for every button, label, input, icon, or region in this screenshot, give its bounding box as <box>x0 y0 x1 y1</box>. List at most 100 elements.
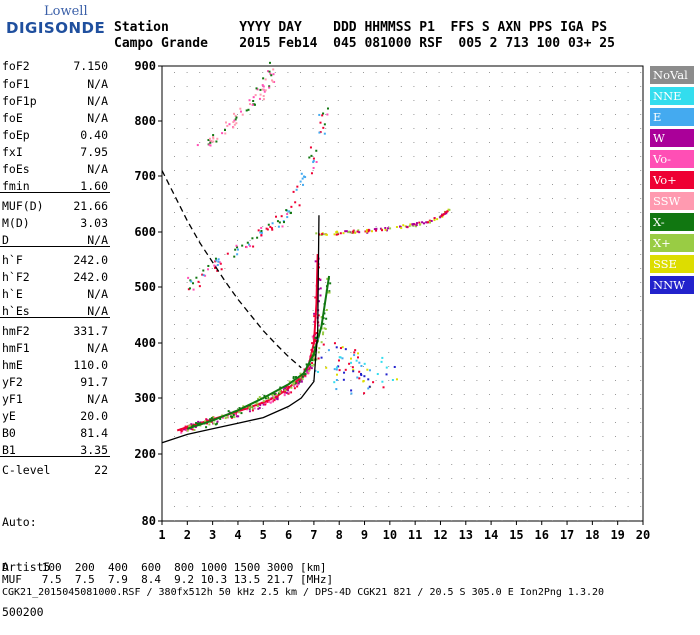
grid-dot <box>539 450 541 451</box>
grid-dot <box>174 184 175 185</box>
grid-dot <box>375 366 377 367</box>
grid-dot <box>602 226 604 227</box>
grid-dot <box>274 436 276 437</box>
grid-dot <box>463 464 465 465</box>
grid-dot <box>615 394 616 395</box>
grid-dot <box>400 86 402 87</box>
grid-dot <box>426 212 427 213</box>
data-point <box>357 356 360 359</box>
grid-dot <box>400 506 402 507</box>
data-point <box>367 230 370 233</box>
grid-dot <box>640 520 642 521</box>
data-point <box>234 248 237 251</box>
grid-dot <box>589 198 591 199</box>
grid-dot <box>476 128 478 129</box>
grid-dot <box>615 464 616 465</box>
data-point <box>350 231 353 234</box>
param-label: D <box>2 233 9 247</box>
data-point <box>248 406 251 409</box>
grid-dot <box>400 114 402 115</box>
data-point <box>335 379 338 382</box>
grid-dot <box>388 478 390 479</box>
data-point <box>360 364 363 367</box>
grid-dot <box>325 128 327 129</box>
grid-dot <box>451 240 453 241</box>
grid-dot <box>451 198 453 199</box>
data-point <box>312 157 315 160</box>
data-point <box>267 223 270 226</box>
grid-dot <box>375 352 377 353</box>
grid-dot <box>552 310 553 311</box>
grid-dot <box>300 324 301 325</box>
grid-dot <box>627 324 629 325</box>
grid-dot <box>350 170 352 171</box>
grid-dot <box>514 394 516 395</box>
data-point <box>336 231 339 234</box>
grid-dot <box>640 268 642 269</box>
grid-dot <box>363 352 364 353</box>
grid-dot <box>400 240 402 241</box>
polarization-legend: NoVal NNE E W Vo- Vo+ SSW X- X+ SSE NNW <box>650 66 694 297</box>
grid-dot <box>388 100 390 101</box>
data-point <box>436 218 439 221</box>
data-point <box>262 95 265 98</box>
grid-dot <box>451 520 453 521</box>
trace-line <box>176 253 319 432</box>
grid-dot <box>577 184 579 185</box>
data-point <box>257 229 260 232</box>
data-point <box>268 70 271 73</box>
grid-dot <box>552 324 553 325</box>
grid-dot <box>564 170 566 171</box>
grid-dot <box>489 352 490 353</box>
grid-dot <box>413 156 415 157</box>
grid-dot <box>526 324 528 325</box>
grid-dot <box>312 506 314 507</box>
grid-dot <box>375 226 377 227</box>
grid-dot <box>363 450 364 451</box>
data-point <box>367 228 370 231</box>
param-value: N/A <box>87 304 108 318</box>
grid-dot <box>552 254 553 255</box>
data-point <box>270 227 273 230</box>
grid-dot <box>564 254 566 255</box>
data-point <box>237 415 240 418</box>
grid-dot <box>552 100 553 101</box>
data-point <box>212 140 215 143</box>
grid-dot <box>274 114 276 115</box>
grid-dot <box>174 310 175 311</box>
grid-dot <box>426 310 427 311</box>
grid-dot <box>627 478 629 479</box>
footer-distance-row: D 100 200 400 600 800 1000 1500 3000 [km… <box>2 561 327 574</box>
grid-dot <box>388 422 390 423</box>
grid-dot <box>640 492 642 493</box>
data-point <box>366 368 369 371</box>
grid-dot <box>224 128 226 129</box>
grid-dot <box>249 506 251 507</box>
grid-dot <box>627 422 629 423</box>
grid-dot <box>501 114 503 115</box>
param-label: MUF(D) <box>2 199 44 213</box>
grid-dot <box>514 156 516 157</box>
grid-dot <box>426 422 427 423</box>
data-point <box>221 416 224 419</box>
grid-dot <box>602 72 604 73</box>
data-point <box>232 120 235 123</box>
grid-dot <box>211 478 213 479</box>
grid-dot <box>564 128 566 129</box>
grid-dot <box>426 72 427 73</box>
data-point <box>292 190 295 193</box>
grid-dot <box>476 506 478 507</box>
data-point <box>381 356 384 359</box>
grid-dot <box>388 394 390 395</box>
grid-dot <box>451 338 453 339</box>
legend-item: X+ <box>650 234 694 252</box>
grid-dot <box>312 254 314 255</box>
data-point <box>275 397 278 400</box>
grid-dot <box>501 268 503 269</box>
grid-dot <box>602 394 604 395</box>
grid-dot <box>539 212 541 213</box>
data-point <box>311 364 314 367</box>
data-point <box>267 70 270 73</box>
grid-dot <box>489 128 490 129</box>
grid-dot <box>274 184 276 185</box>
